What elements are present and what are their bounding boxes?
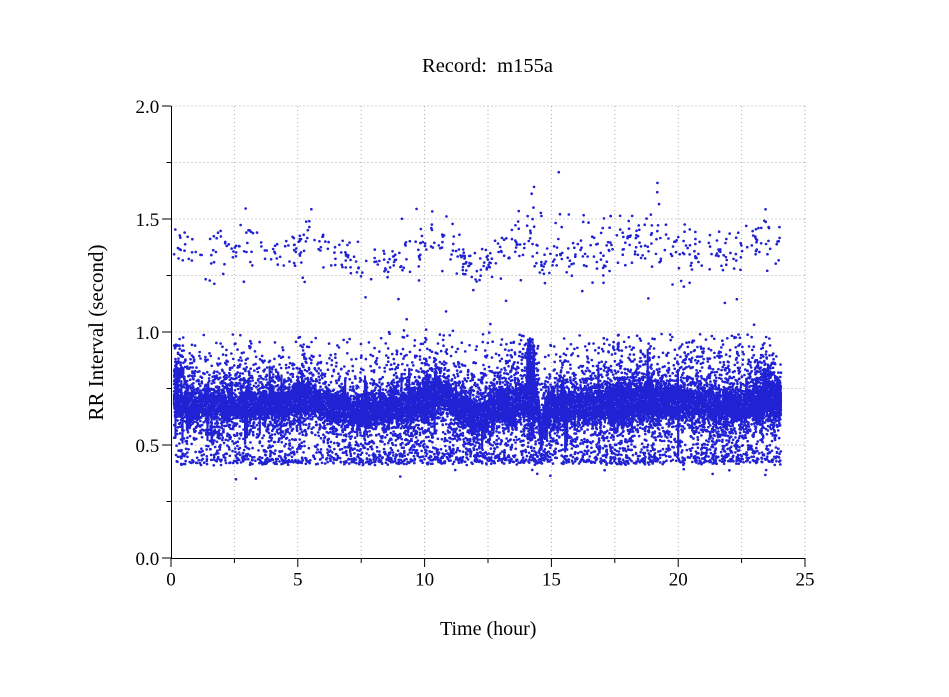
svg-text:Time (hour): Time (hour)	[440, 618, 536, 640]
svg-text:15: 15	[542, 570, 561, 591]
svg-text:0.5: 0.5	[135, 436, 159, 457]
svg-text:20: 20	[669, 570, 688, 591]
svg-text:RR Interval (second): RR Interval (second)	[84, 244, 108, 420]
svg-text:25: 25	[796, 570, 815, 591]
svg-text:1.5: 1.5	[135, 210, 159, 231]
svg-text:0.0: 0.0	[135, 549, 159, 570]
svg-text:0: 0	[166, 570, 176, 591]
svg-text:1.0: 1.0	[135, 323, 159, 344]
svg-text:2.0: 2.0	[135, 97, 159, 118]
svg-text:10: 10	[415, 570, 434, 591]
svg-text:5: 5	[293, 570, 303, 591]
svg-text:Record: m155a: Record: m155a	[422, 55, 553, 77]
